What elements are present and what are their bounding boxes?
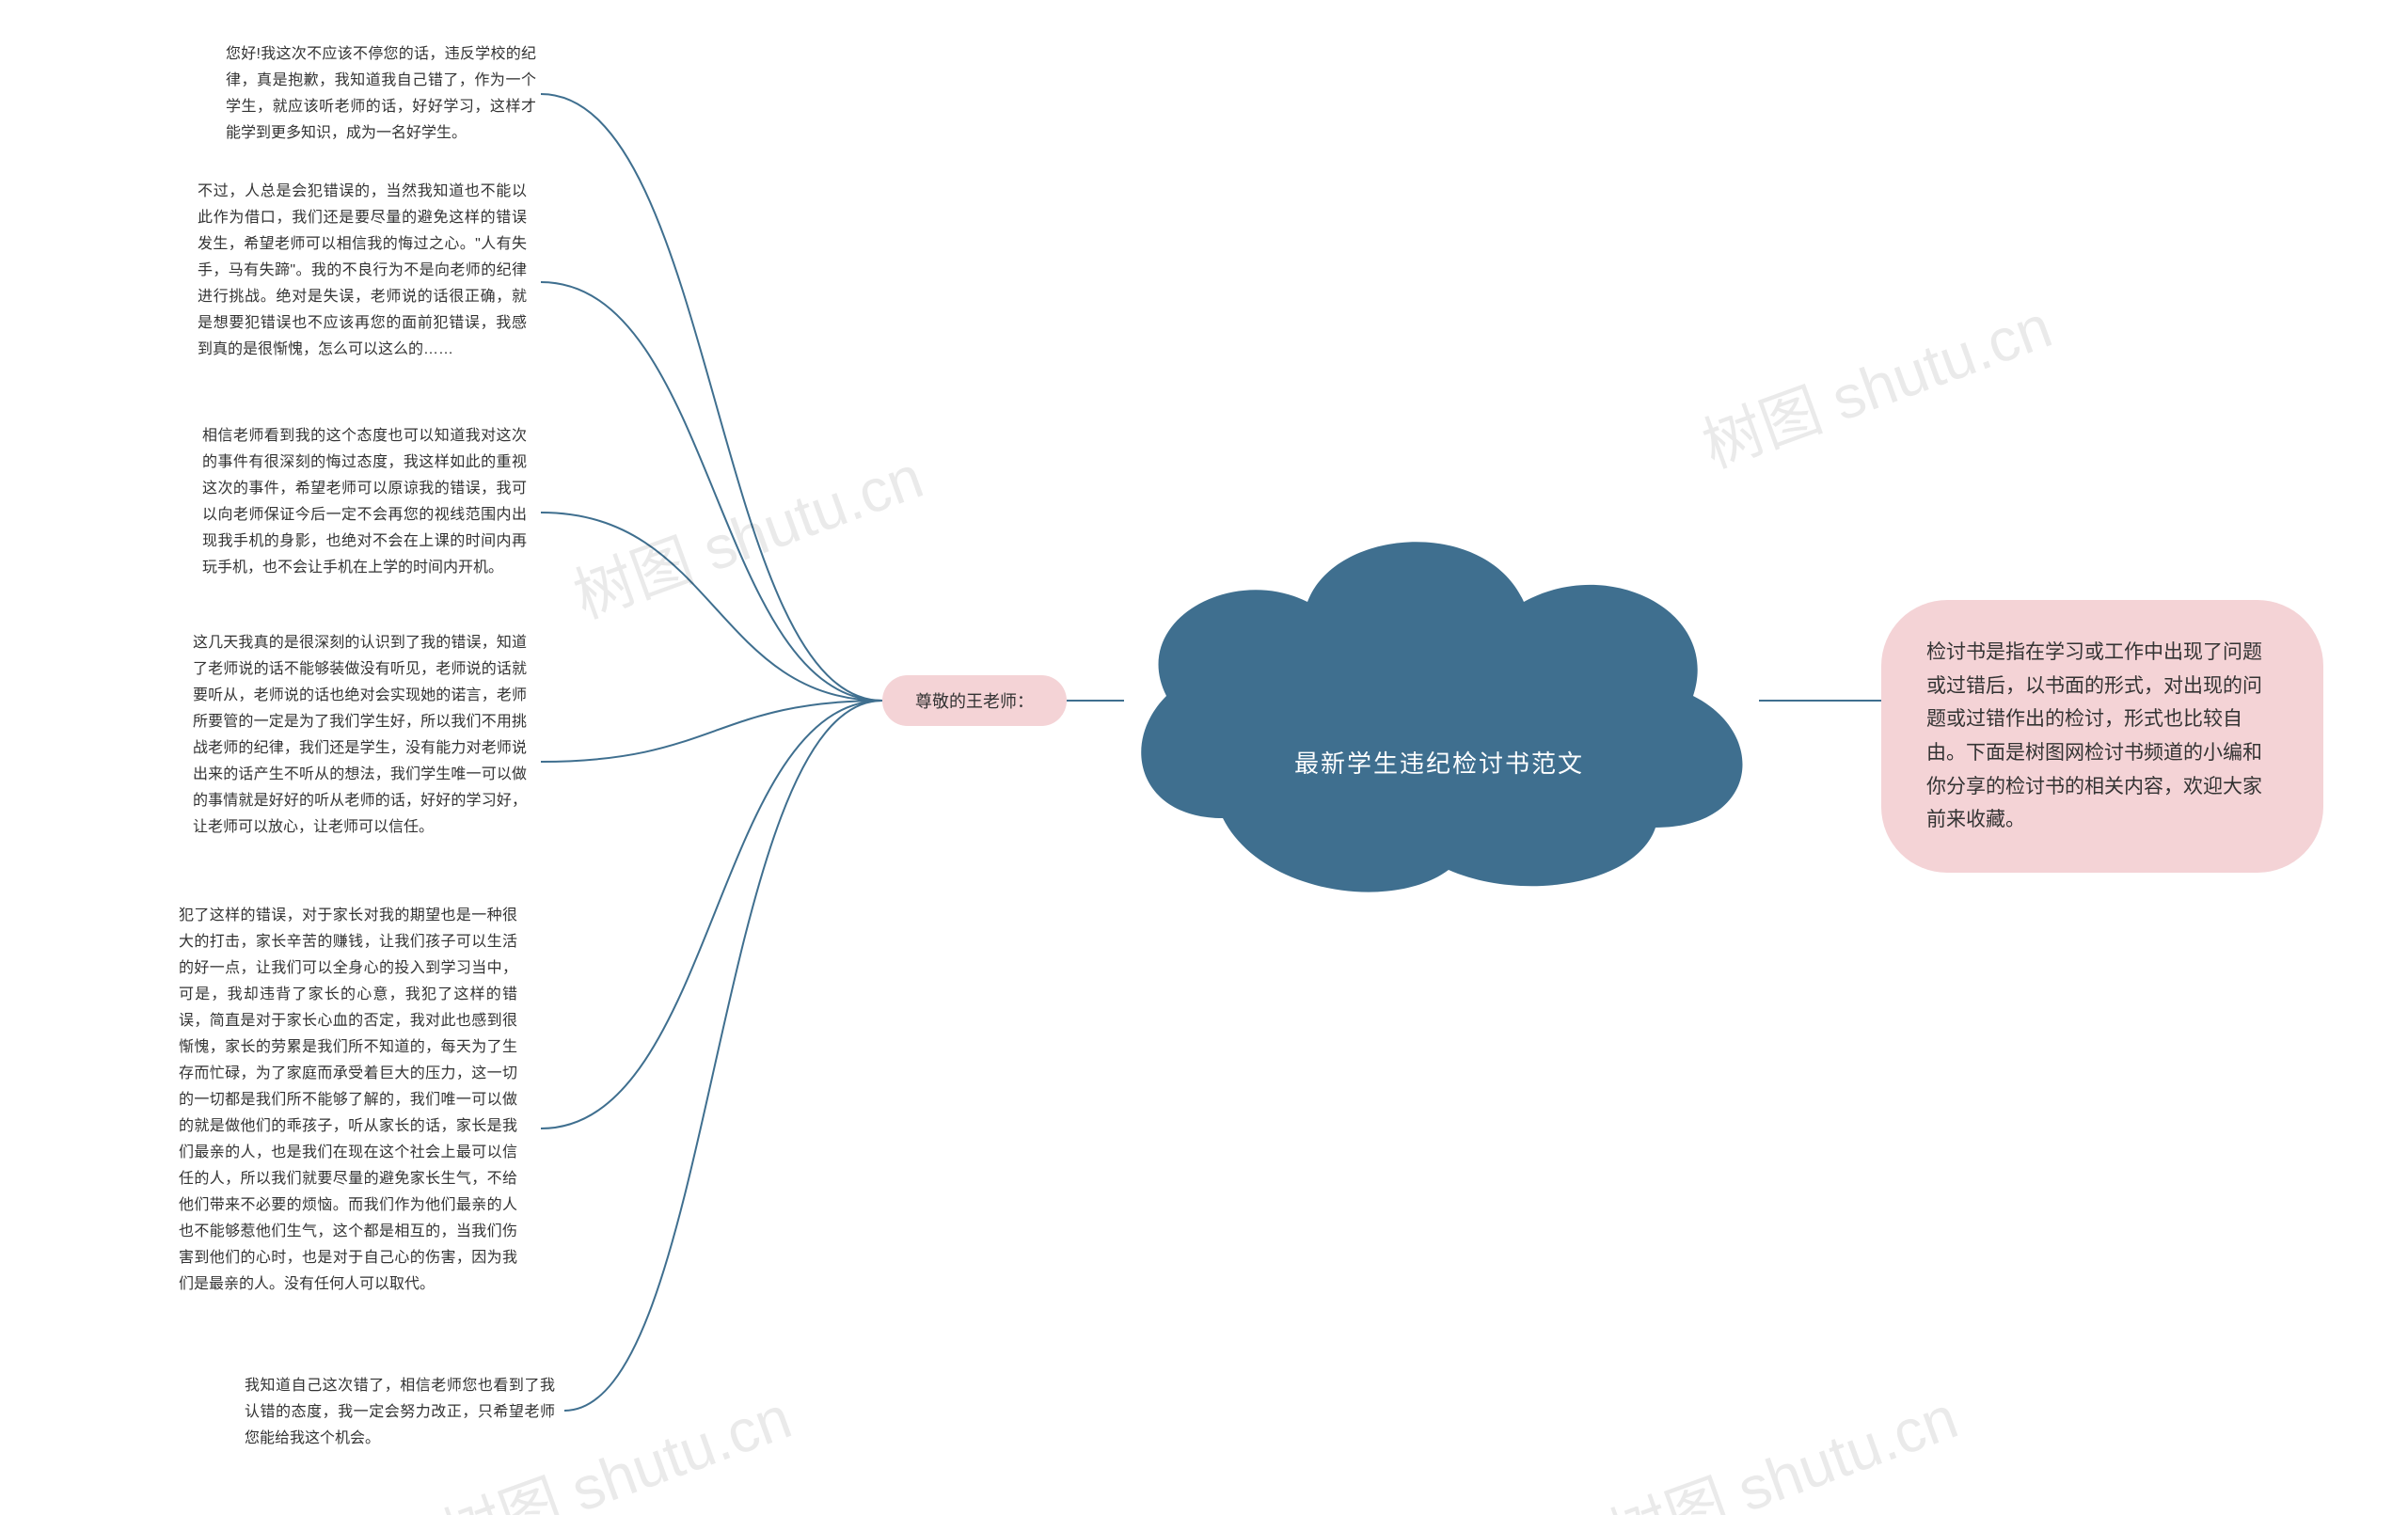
branch-node-teacher: 尊敬的王老师：	[882, 675, 1067, 726]
leaf-paragraph-6: 我知道自己这次错了，相信老师您也看到了我认错的态度，我一定会努力改正，只希望老师…	[245, 1373, 555, 1452]
leaf-paragraph-3: 相信老师看到我的这个态度也可以知道我对这次的事件有很深刻的悔过态度，我这样如此的…	[202, 423, 527, 581]
branch-node-teacher-label: 尊敬的王老师：	[915, 688, 1034, 713]
leaf-paragraph-2: 不过，人总是会犯错误的，当然我知道也不能以此作为借口，我们还是要尽量的避免这样的…	[198, 179, 527, 363]
mindmap-canvas: 最新学生违纪检讨书范文 尊敬的王老师： 检讨书是指在学习或工作中出现了问题或过错…	[0, 0, 2408, 1515]
central-cloud-node: 最新学生违纪检讨书范文	[1110, 498, 1768, 912]
branch-node-intro-text: 检讨书是指在学习或工作中出现了问题或过错后，以书面的形式，对出现的问题或过错作出…	[1926, 636, 2278, 837]
leaf-paragraph-5: 犯了这样的错误，对于家长对我的期望也是一种很大的打击，家长辛苦的赚钱，让我们孩子…	[179, 903, 517, 1298]
central-title: 最新学生违纪检讨书范文	[1110, 498, 1768, 912]
branch-node-intro: 检讨书是指在学习或工作中出现了问题或过错后，以书面的形式，对出现的问题或过错作出…	[1881, 600, 2323, 873]
leaf-paragraph-4: 这几天我真的是很深刻的认识到了我的错误，知道了老师说的话不能够装做没有听见，老师…	[193, 630, 527, 841]
leaf-paragraph-1: 您好!我这次不应该不停您的话，违反学校的纪律，真是抱歉，我知道我自己错了，作为一…	[226, 41, 536, 147]
